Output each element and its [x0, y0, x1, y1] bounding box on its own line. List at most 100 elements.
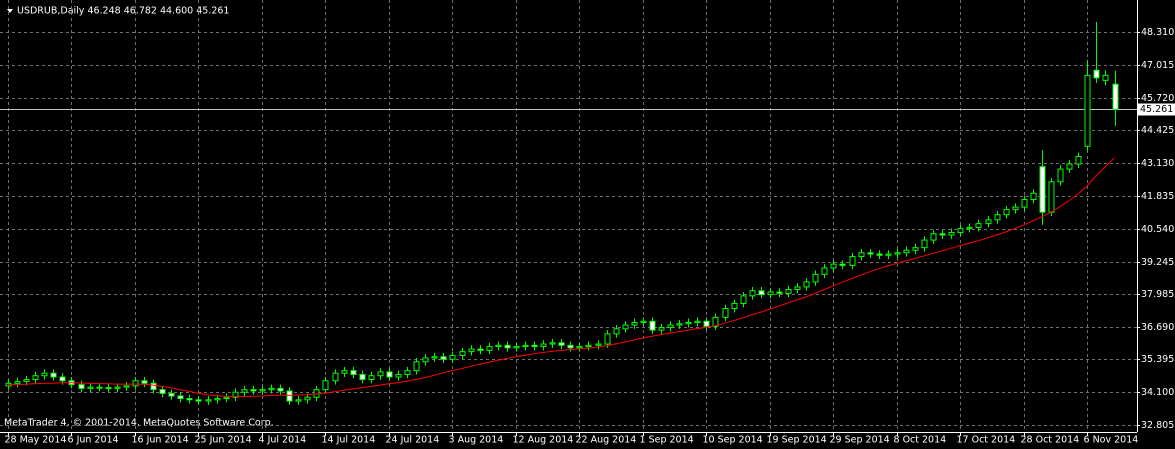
candle-body [1003, 209, 1010, 216]
candle-body [404, 370, 411, 375]
candle-body [304, 396, 311, 401]
candle-body [132, 380, 139, 387]
candle-body [631, 321, 638, 326]
candle-body [1093, 69, 1100, 79]
y-tick-label: 37.985 [1141, 289, 1174, 300]
candle-body [377, 371, 384, 377]
candle-body [776, 291, 783, 294]
candle-body [159, 389, 166, 394]
candle-body [676, 323, 683, 326]
candle-body [96, 386, 103, 389]
candle-body [921, 239, 928, 249]
candle-body [858, 252, 865, 258]
candle-body [78, 384, 85, 389]
x-tick-label: 6 Jun 2014 [68, 435, 119, 446]
candle-body [803, 281, 810, 288]
candle-body [1102, 74, 1109, 81]
candle-body [195, 399, 202, 402]
menu-arrow[interactable] [7, 9, 13, 13]
x-tick-label: 17 Oct 2014 [957, 435, 1016, 446]
candle-body [649, 320, 656, 331]
candle-body [486, 346, 493, 351]
candle-body [259, 389, 266, 392]
candle-body [585, 344, 592, 348]
candle-body [876, 253, 883, 256]
candle-body [123, 385, 130, 388]
x-tick-label: 24 Jul 2014 [386, 435, 440, 446]
y-tick-label: 32.805 [1141, 420, 1174, 431]
candle-body [186, 398, 193, 401]
price-label-box [1138, 103, 1175, 116]
y-tick-label: 39.245 [1141, 257, 1174, 268]
candle-body [359, 373, 366, 381]
candle-body [395, 373, 402, 378]
y-tick-label: 41.835 [1141, 191, 1174, 202]
candle-body [232, 391, 239, 398]
candle-body [758, 290, 765, 296]
candle-body [930, 233, 937, 241]
candle-body [975, 223, 982, 228]
y-tick-label: 44.425 [1141, 125, 1174, 136]
candle-body [957, 228, 964, 233]
x-tick-label: 16 Jun 2014 [132, 435, 189, 446]
candle-body [114, 386, 121, 389]
candle-body [595, 343, 602, 346]
candle-body [903, 249, 910, 254]
x-tick-label: 19 Sep 2014 [767, 435, 827, 446]
candle-body [1112, 83, 1119, 110]
candle-body [740, 295, 747, 304]
y-tick-label: 47.015 [1141, 60, 1174, 71]
candle-body [667, 324, 674, 329]
candle-body [268, 387, 275, 391]
candle-body [1030, 192, 1037, 201]
y-tick-label: 35.395 [1141, 354, 1174, 365]
candle-body [731, 302, 738, 310]
candle-body [658, 327, 665, 331]
candle-body [495, 344, 502, 348]
candle-body [322, 380, 329, 391]
candle-body [50, 372, 57, 378]
candle-body [1012, 206, 1019, 211]
current-price-label: 45.261 [1140, 104, 1173, 115]
candle-body [939, 233, 946, 236]
candle-body [241, 389, 248, 393]
candle-body [295, 399, 302, 402]
y-tick-label: 34.100 [1141, 387, 1174, 398]
candle-body [576, 346, 583, 349]
candle-body [440, 356, 447, 360]
candle-body [422, 357, 429, 363]
candle-body [386, 371, 393, 378]
candle-body [250, 389, 257, 392]
candle-body [1048, 181, 1055, 213]
candle-body [23, 379, 30, 383]
candle-body [32, 375, 39, 381]
candle-body [1075, 155, 1082, 165]
x-tick-label: 22 Aug 2014 [576, 435, 637, 446]
candle-body [839, 263, 846, 266]
candle-body [341, 370, 348, 374]
candle-body [622, 324, 629, 330]
candle-body [966, 226, 973, 230]
candle-body [821, 267, 828, 275]
candle-body [885, 253, 892, 256]
candle-body [712, 316, 719, 327]
candle-body [640, 320, 647, 323]
candle-body [350, 370, 357, 375]
y-tick-label: 43.130 [1141, 158, 1174, 169]
candle-body [431, 356, 438, 359]
candle-body [449, 354, 456, 360]
candle-body [105, 387, 112, 390]
x-tick-label: 1 Sep 2014 [640, 435, 694, 446]
candle-body [468, 348, 475, 353]
grid-layer [0, 0, 1137, 432]
copyright: MetaTrader 4, © 2001-2014, MetaQuotes So… [4, 418, 274, 429]
y-tick-label: 48.310 [1141, 27, 1174, 38]
y-tick-label: 36.690 [1141, 322, 1174, 333]
candle-body [567, 344, 574, 349]
candle-body [1057, 168, 1064, 183]
candle-body [703, 320, 710, 327]
candle-body [894, 252, 901, 255]
candle-body [540, 343, 547, 348]
candle-body [613, 328, 620, 335]
